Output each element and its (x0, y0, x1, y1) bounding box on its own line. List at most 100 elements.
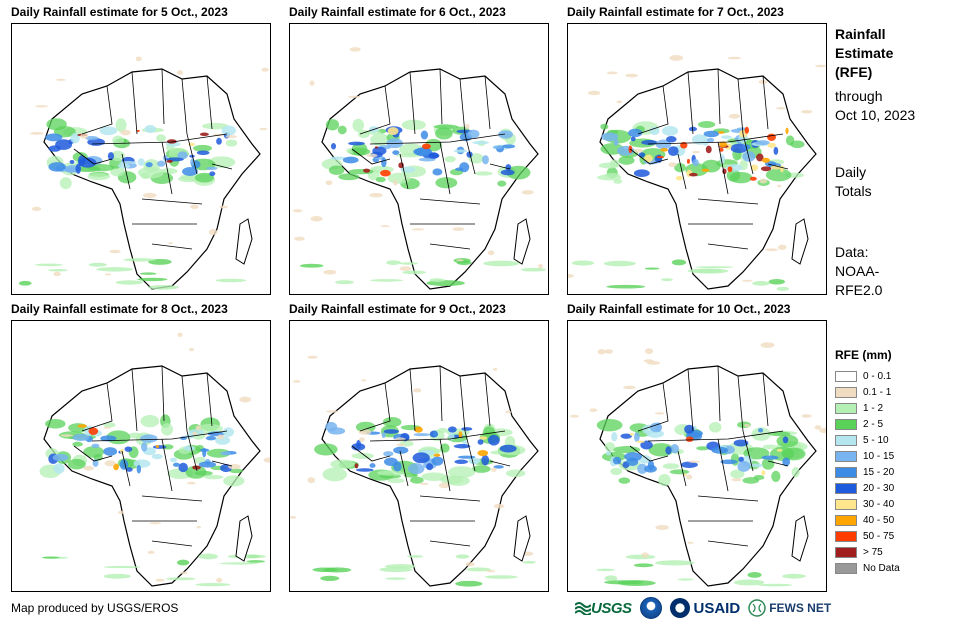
legend-label: 0.1 - 1 (863, 386, 892, 398)
rain-cell (145, 162, 153, 168)
rainfall-map (567, 320, 827, 592)
rain-cell (538, 263, 543, 269)
legend-label: 40 - 50 (863, 514, 895, 526)
rain-cell (433, 453, 441, 457)
rain-cell (493, 145, 503, 149)
rain-cell (294, 236, 305, 241)
rain-cell (193, 144, 213, 152)
rain-cell (325, 119, 340, 131)
rain-cell (413, 147, 432, 156)
panel-title: Daily Rainfall estimate for 9 Oct., 2023 (289, 302, 506, 316)
daily-totals: Daily Totals (835, 163, 872, 201)
rain-cell (776, 286, 790, 291)
rain-cell (491, 467, 497, 472)
noaa-logo (639, 597, 662, 619)
rain-cell (166, 159, 173, 163)
rain-cell (380, 169, 391, 177)
legend-label: 1 - 2 (863, 402, 884, 414)
rain-cell (227, 554, 266, 559)
rain-cell (206, 166, 218, 171)
rain-cell (144, 125, 157, 134)
country-border (489, 163, 511, 170)
rain-cell (633, 563, 654, 568)
rain-cell (482, 155, 489, 165)
rain-cell (53, 463, 65, 474)
country-border (484, 372, 491, 427)
rain-cell (487, 434, 500, 446)
legend-swatch (835, 434, 857, 446)
rain-cell (360, 379, 367, 382)
rain-cell (744, 126, 750, 134)
rain-cell (776, 107, 786, 110)
country-border (151, 243, 193, 250)
rain-cell (705, 145, 712, 154)
rain-cell (83, 465, 94, 471)
country-border (161, 141, 173, 195)
country-border (464, 133, 476, 175)
rain-cell (166, 139, 177, 144)
rain-cell (620, 433, 633, 439)
rain-cell (35, 105, 48, 108)
rain-cell (685, 436, 694, 442)
rain-cell (103, 447, 118, 456)
rain-cell (100, 435, 117, 442)
rain-cell (178, 175, 200, 183)
rain-cell (363, 168, 371, 173)
rain-cell (99, 126, 118, 136)
legend-item: 15 - 20 (835, 464, 900, 480)
rain-cell (432, 168, 443, 176)
rain-cell (780, 165, 784, 173)
rain-cell (616, 100, 623, 104)
rain-cell (600, 123, 609, 130)
rain-cell (77, 424, 87, 428)
rain-cell (48, 162, 66, 172)
rain-cell (85, 136, 99, 141)
data-line: Data: (835, 244, 869, 260)
rain-cell (506, 165, 531, 180)
rain-cell (141, 442, 148, 452)
africa-outline (321, 68, 539, 290)
rain-cell (413, 388, 422, 393)
country-border (409, 71, 416, 135)
legend-item: 40 - 50 (835, 512, 900, 528)
rain-cell (186, 481, 196, 485)
rainfall-map (11, 23, 271, 295)
rain-cell (119, 459, 129, 470)
rain-cell (330, 143, 337, 150)
madagascar-outline (791, 218, 809, 265)
rain-cell (758, 80, 768, 84)
rain-cell (381, 432, 386, 439)
rain-cell (103, 565, 141, 569)
rain-cell (259, 127, 268, 131)
rain-cell (761, 455, 779, 460)
rain-cell (687, 541, 694, 544)
rain-cell (320, 575, 340, 581)
panel-title: Daily Rainfall estimate for 8 Oct., 2023 (11, 302, 228, 316)
rain-cell (383, 451, 394, 457)
rain-cell (104, 460, 116, 467)
rain-cell (351, 452, 374, 459)
rfe-legend: RFE (mm) 0 - 0.1 0.1 - 1 1 - 2 2 - 5 5 - 10 1… (835, 348, 900, 576)
rain-cell (67, 458, 86, 470)
rain-cell (261, 67, 269, 72)
rain-cell (815, 64, 826, 68)
country-border (717, 141, 729, 195)
rain-cell (455, 554, 470, 559)
country-border (121, 450, 131, 487)
country-border (369, 430, 506, 442)
map-panel-oct-10: Daily Rainfall estimate for 10 Oct., 202… (567, 302, 827, 593)
data-line: RFE2.0 (835, 282, 883, 298)
rain-cell (309, 80, 315, 86)
rain-cell (636, 440, 645, 443)
rain-cell (761, 470, 766, 476)
rain-cell (198, 461, 217, 468)
country-border (161, 438, 173, 492)
rain-cell (412, 452, 430, 464)
country-border (439, 365, 443, 422)
legend-item: 0.1 - 1 (835, 384, 900, 400)
rain-cell (453, 149, 468, 153)
rain-cell (69, 159, 75, 165)
rain-cell (782, 436, 789, 444)
rain-cell (466, 567, 492, 572)
rain-cell (222, 427, 235, 437)
